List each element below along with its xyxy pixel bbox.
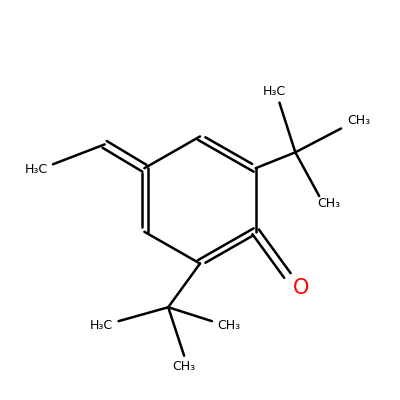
Text: CH₃: CH₃: [217, 320, 240, 332]
Text: H₃C: H₃C: [25, 162, 48, 176]
Text: O: O: [293, 278, 310, 298]
Text: H₃C: H₃C: [90, 320, 113, 332]
Text: H₃C: H₃C: [263, 86, 286, 98]
Text: CH₃: CH₃: [318, 197, 341, 210]
Text: CH₃: CH₃: [347, 114, 370, 127]
Text: CH₃: CH₃: [172, 360, 196, 373]
